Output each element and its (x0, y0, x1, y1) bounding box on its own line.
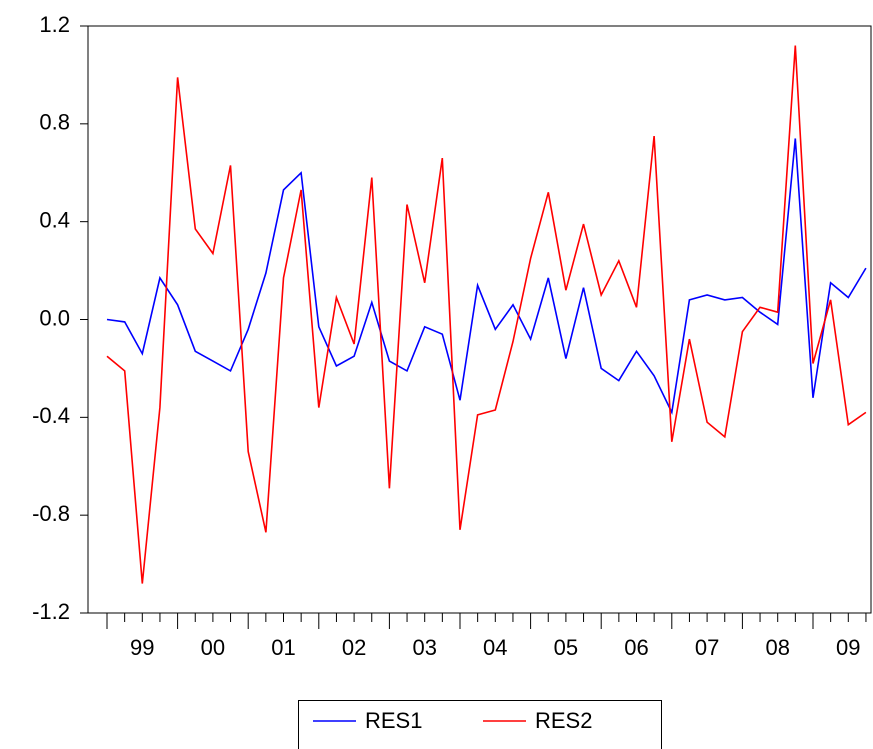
x-tick-label: 01 (271, 635, 295, 660)
x-tick-label: 02 (342, 635, 366, 660)
x-tick-label: 00 (201, 635, 225, 660)
plot-frame (87, 25, 872, 614)
y-tick-label: -0.8 (32, 501, 70, 526)
x-tick-label: 05 (554, 635, 578, 660)
x-tick-label: 04 (483, 635, 507, 660)
x-tick-label: 06 (624, 635, 648, 660)
x-tick-label: 09 (836, 635, 860, 660)
series-line (106, 138, 867, 416)
y-tick-label: -0.4 (32, 403, 70, 428)
y-tick-label: 0.4 (39, 207, 70, 232)
legend-box (298, 700, 662, 749)
x-tick-label: 07 (695, 635, 719, 660)
legend-label: RES2 (535, 708, 592, 733)
y-tick-label: 0.8 (39, 110, 70, 135)
series-line (106, 45, 867, 584)
x-tick-label: 99 (130, 635, 154, 660)
y-tick-label: 1.2 (39, 12, 70, 37)
x-tick-label: 03 (412, 635, 436, 660)
y-tick-label: 0.0 (39, 305, 70, 330)
y-tick-label: -1.2 (32, 599, 70, 624)
x-tick-label: 08 (765, 635, 789, 660)
legend-label: RES1 (365, 708, 422, 733)
